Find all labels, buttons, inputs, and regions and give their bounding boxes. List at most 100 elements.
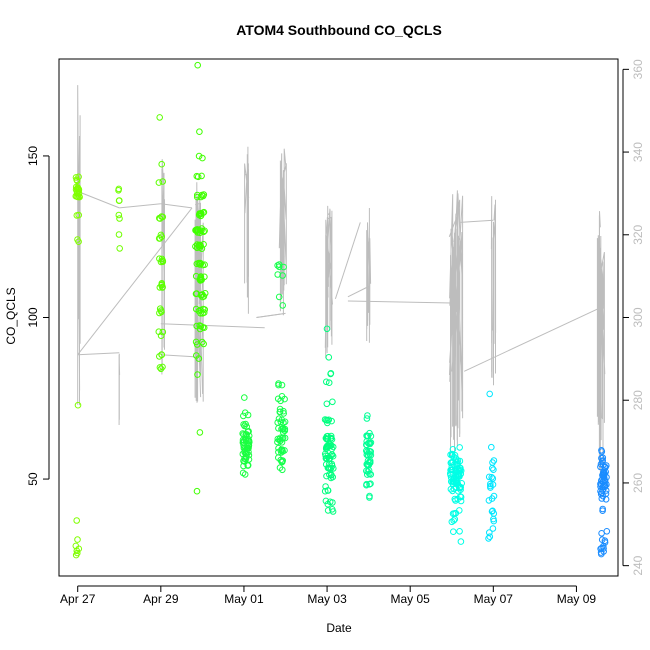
series-4 [239, 394, 253, 478]
chart-title: ATOM4 Southbound CO_QCLS [236, 22, 442, 38]
data-point [276, 464, 284, 472]
data-point [74, 536, 81, 543]
y2-profile-1 [118, 353, 121, 425]
data-point [598, 536, 606, 544]
y2-tick-label: 300 [631, 307, 645, 327]
data-point [193, 487, 201, 495]
y2-track-segment [347, 300, 452, 304]
data-point [156, 305, 164, 313]
data-point [364, 457, 372, 465]
data-point [243, 449, 250, 456]
data-point [363, 480, 370, 488]
data-point [199, 305, 207, 313]
data-point [275, 380, 282, 387]
data-point [115, 211, 123, 219]
y2-track-segment [77, 352, 120, 356]
data-point [597, 490, 605, 498]
data-point [366, 492, 373, 500]
data-point [367, 432, 375, 440]
data-point [450, 517, 458, 524]
y2-profile-0 [77, 85, 81, 406]
y2-tick-label: 320 [631, 224, 645, 244]
series-9 [485, 390, 498, 542]
data-point [275, 293, 283, 301]
data-point [280, 407, 287, 415]
y2-profile-7 [366, 208, 372, 343]
data-point [457, 497, 465, 505]
y2-track-segment [460, 219, 494, 223]
data-point [328, 436, 336, 443]
data-point [457, 493, 465, 501]
data-point [72, 174, 80, 181]
data-point [198, 276, 205, 284]
data-point [194, 229, 201, 236]
data-point [194, 61, 201, 69]
data-point [321, 487, 329, 495]
scatter-points-layer [72, 61, 611, 559]
x-tick-label: Apr 27 [60, 592, 96, 606]
data-point [74, 236, 81, 243]
y2-profile-8 [448, 190, 464, 459]
data-point [201, 290, 209, 297]
y2-track-segment [77, 207, 193, 356]
data-point [72, 542, 80, 550]
data-point [197, 322, 205, 330]
data-point [239, 469, 247, 477]
y2-tick-label: 280 [631, 390, 645, 410]
data-point [487, 480, 494, 488]
data-point [367, 480, 374, 488]
data-point [364, 471, 371, 478]
y2-track-segment [463, 308, 598, 372]
data-point [598, 447, 605, 454]
data-point [159, 328, 167, 336]
data-point [488, 508, 496, 515]
data-point [275, 444, 282, 452]
data-point [456, 528, 463, 535]
series-5 [274, 261, 289, 474]
data-point [489, 525, 497, 532]
axes-layer: Apr 27 Apr 29 May 01 May 03 May 05 May 07 May … [26, 59, 645, 606]
x-tick-label: Apr 29 [143, 592, 179, 606]
data-point [454, 457, 462, 465]
data-point [449, 446, 457, 453]
series-8 [447, 444, 466, 545]
data-point [75, 173, 82, 181]
data-point [278, 458, 286, 465]
data-point [486, 533, 494, 541]
data-point [450, 485, 458, 493]
y2-profile-6 [324, 205, 333, 359]
data-point [489, 464, 496, 472]
data-point [116, 197, 123, 204]
data-point [244, 411, 252, 419]
y2-track-segment [256, 312, 286, 318]
data-point [598, 495, 606, 502]
data-point [192, 272, 200, 280]
data-point [281, 427, 289, 435]
y2-tick-label: 260 [631, 473, 645, 493]
data-point [489, 507, 496, 515]
data-point [72, 551, 80, 559]
data-point [196, 128, 203, 135]
data-point [324, 464, 332, 472]
data-point [200, 309, 208, 316]
data-point [73, 547, 81, 555]
plot-frame [58, 58, 619, 577]
y2-track-segment [119, 203, 161, 209]
data-point [487, 484, 494, 491]
data-point [194, 173, 202, 181]
data-point [240, 462, 247, 470]
y-tick-label: 100 [26, 307, 40, 327]
data-point [280, 410, 288, 417]
data-point [323, 400, 331, 408]
data-point [325, 354, 333, 361]
data-point [277, 397, 284, 405]
data-point [155, 235, 163, 242]
x-tick-label: May 07 [474, 592, 514, 606]
data-point [324, 435, 332, 443]
x-tick-label: May 01 [224, 592, 264, 606]
data-point [242, 454, 250, 461]
data-point [193, 260, 201, 268]
data-point [326, 460, 333, 468]
y2-track-segment [77, 190, 120, 209]
